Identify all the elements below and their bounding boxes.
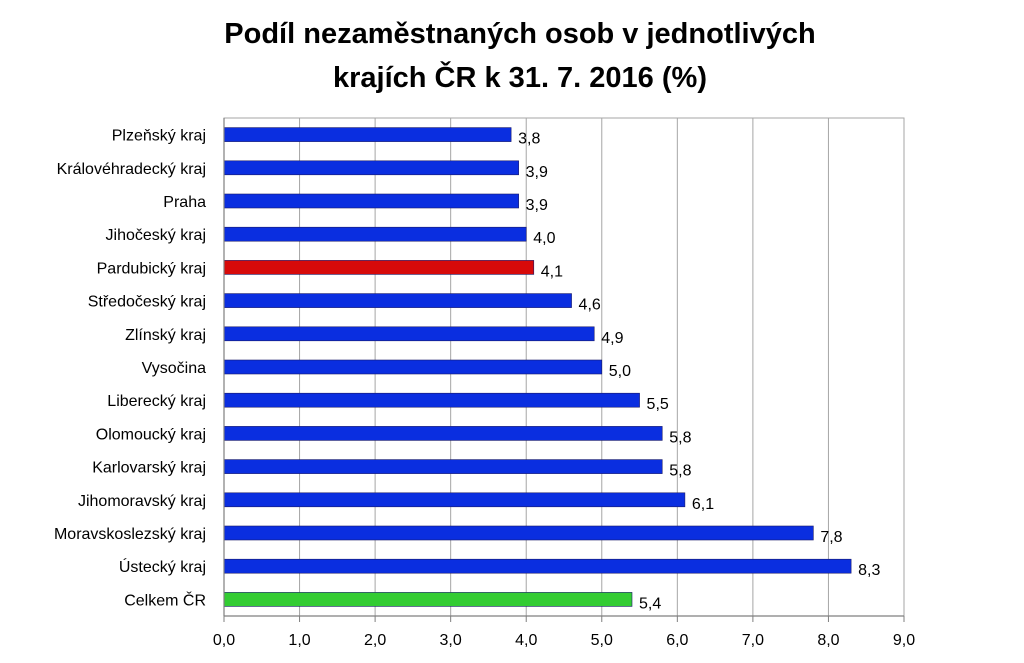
category-label: Jihomoravský kraj	[78, 493, 206, 510]
bar	[223, 459, 663, 474]
bar	[223, 160, 519, 176]
bar	[223, 592, 633, 607]
data-label: 5,8	[669, 463, 691, 480]
data-label: 4,0	[533, 230, 555, 247]
bar	[223, 293, 572, 308]
bar	[223, 260, 535, 275]
category-label: Moravskoslezský kraj	[54, 526, 206, 543]
bar	[223, 127, 512, 142]
chart-title-line-2: krajích ČR k 31. 7. 2016 (%)	[333, 62, 707, 94]
x-tick-label: 8,0	[817, 632, 839, 649]
x-tick-label: 7,0	[742, 632, 764, 649]
data-label: 4,9	[601, 330, 623, 347]
bar	[223, 193, 519, 209]
bar	[223, 326, 595, 342]
data-label: 6,1	[692, 496, 714, 513]
data-label: 8,3	[858, 562, 880, 579]
chart-title: Podíl nezaměstnaných osob v jednotlivých…	[0, 12, 1024, 100]
x-tick-label: 1,0	[288, 632, 310, 649]
category-label: Ústecký kraj	[119, 557, 206, 576]
x-tick-label: 2,0	[364, 632, 386, 649]
category-label: Pardubický kraj	[97, 260, 206, 277]
data-label: 7,8	[820, 529, 842, 546]
data-label: 3,9	[526, 164, 548, 181]
bar	[223, 558, 852, 574]
category-label: Středočeský kraj	[88, 294, 206, 311]
bar	[223, 226, 527, 242]
chart-title-line-1: Podíl nezaměstnaných osob v jednotlivých	[224, 18, 816, 50]
bar	[223, 359, 603, 375]
x-tick-label: 5,0	[591, 632, 613, 649]
category-label: Liberecký kraj	[107, 393, 206, 410]
bar	[223, 492, 686, 508]
category-label: Vysočina	[142, 360, 206, 377]
data-label: 4,6	[579, 297, 601, 314]
category-label: Celkem ČR	[124, 590, 206, 609]
data-label: 5,5	[647, 396, 669, 413]
data-label: 5,8	[669, 429, 691, 446]
category-label: Královéhradecký kraj	[57, 161, 206, 178]
bar	[223, 426, 663, 441]
category-label: Olomoucký kraj	[96, 426, 206, 443]
category-label: Plzeňský kraj	[112, 128, 206, 145]
category-label: Praha	[163, 194, 206, 211]
x-tick-label: 6,0	[666, 632, 688, 649]
category-label: Karlovarský kraj	[92, 460, 206, 477]
bar	[223, 392, 640, 408]
x-tick-label: 4,0	[515, 632, 537, 649]
x-tick-label: 3,0	[440, 632, 462, 649]
data-label: 5,0	[609, 363, 631, 380]
bar	[223, 525, 814, 541]
category-label: Zlínský kraj	[125, 327, 206, 344]
x-tick-label: 9,0	[893, 632, 915, 649]
data-label: 4,1	[541, 263, 563, 280]
data-label: 3,9	[526, 197, 548, 214]
data-label: 3,8	[518, 131, 540, 148]
x-tick-label: 0,0	[213, 632, 235, 649]
data-label: 5,4	[639, 595, 661, 612]
category-label: Jihočeský kraj	[106, 227, 206, 244]
